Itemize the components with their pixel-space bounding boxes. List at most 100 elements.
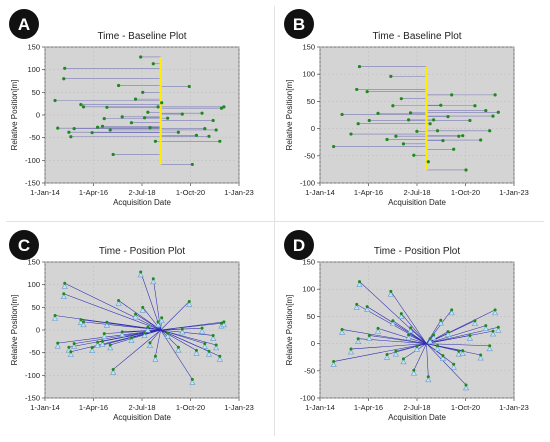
acquisition-point [332, 360, 336, 364]
y-tick-label: -100 [25, 371, 40, 380]
acquisition-point [488, 344, 492, 348]
position-triangle-marker [61, 283, 68, 289]
panel-badge [9, 9, 39, 39]
position-triangle-marker [491, 309, 499, 316]
acquisition-point [53, 313, 57, 317]
position-triangle-marker [374, 328, 382, 334]
acquisition-point [488, 129, 492, 133]
acquisition-point [391, 104, 395, 108]
acquisition-point [139, 270, 143, 274]
y-tick-label: 150 [27, 258, 40, 267]
acquisition-point [426, 375, 430, 379]
acquisition-point [133, 97, 138, 101]
acquisition-point [139, 55, 143, 59]
acquisition-point [200, 111, 204, 115]
position-triangle-marker [220, 321, 228, 328]
chart-title: Time - Baseline Plot [372, 31, 461, 42]
acquisition-point [496, 110, 500, 114]
position-triangle-marker [89, 347, 96, 353]
position-spoke [112, 329, 161, 370]
acquisition-point [340, 327, 344, 331]
acquisition-point [356, 122, 360, 126]
acquisition-point [72, 342, 76, 346]
position-spoke [367, 306, 427, 344]
y-tick-label: 0 [311, 124, 315, 133]
panel-letter: B [293, 15, 305, 34]
position-spoke [160, 329, 179, 348]
acquisition-point [446, 330, 450, 334]
acquisition-point [473, 319, 477, 323]
acquisition-point [148, 126, 152, 130]
acquisition-point [415, 129, 419, 133]
acquisition-point [117, 299, 121, 303]
position-spoke [377, 328, 427, 344]
x-tick-label: 1-Oct-20 [451, 403, 480, 412]
acquisition-point [412, 368, 416, 372]
acquisition-point [142, 116, 147, 120]
acquisition-point [81, 105, 86, 109]
x-tick-label: 1-Apr-16 [79, 403, 108, 412]
position-triangle-marker [383, 354, 391, 360]
acquisition-point [367, 118, 371, 123]
acquisition-point [62, 77, 66, 81]
acquisition-point [484, 324, 488, 328]
position-triangle-marker [462, 384, 470, 391]
acquisition-point [56, 341, 60, 345]
acquisition-point [385, 137, 389, 142]
position-spoke [408, 334, 427, 344]
position-triangle-marker [216, 356, 223, 362]
y-tick-label: -100 [300, 179, 315, 188]
acquisition-point [473, 104, 477, 108]
acquisition-point [203, 342, 207, 346]
position-triangle-marker [132, 314, 139, 320]
acquisition-point [464, 168, 468, 172]
acquisition-point [116, 83, 121, 88]
chart-panel-b: B Time - Baseline Plot 1-Jan-14 1-Apr-16 2-J… [284, 9, 529, 207]
acquisition-point [187, 299, 191, 303]
acquisition-point [493, 308, 497, 312]
acquisition-point [340, 112, 344, 117]
x-tick-label: 1-Oct-20 [176, 403, 205, 412]
position-triangle-marker [175, 347, 182, 353]
y-tick-label: -100 [25, 156, 40, 165]
acquisition-point [53, 98, 57, 103]
acquisition-point [349, 132, 353, 136]
y-tick-label: -50 [29, 348, 40, 357]
acquisition-point [190, 377, 194, 381]
acquisition-point [355, 302, 359, 306]
acquisition-point [376, 326, 380, 330]
position-spoke [106, 322, 161, 331]
position-triangle-marker [466, 335, 474, 341]
x-tick-label: 1-Jan-14 [305, 188, 335, 197]
y-tick-label: 100 [27, 280, 40, 289]
position-spoke [64, 283, 161, 331]
acquisition-point [401, 142, 406, 146]
position-spoke [155, 329, 161, 357]
position-triangle-marker [94, 342, 101, 348]
position-triangle-marker [450, 364, 457, 370]
x-tick-label: 1-Jan-23 [224, 403, 254, 412]
position-spoke [426, 343, 490, 347]
position-triangle-marker [347, 348, 355, 355]
acquisition-point [406, 118, 411, 122]
acquisition-point [194, 348, 198, 352]
acquisition-point [141, 305, 145, 309]
acquisition-point [187, 84, 191, 89]
position-triangle-marker [444, 331, 452, 337]
position-triangle-marker [330, 361, 337, 367]
acquisition-point [95, 125, 100, 129]
position-spoke [401, 313, 427, 344]
acquisition-point [156, 105, 160, 109]
acquisition-point [111, 367, 115, 371]
position-triangle-marker [407, 327, 414, 334]
acquisition-point [415, 344, 419, 348]
acquisition-point [120, 115, 124, 119]
position-triangle-marker [119, 331, 126, 338]
acquisition-point [120, 330, 124, 334]
position-spoke [333, 343, 427, 362]
position-triangle-marker [141, 332, 148, 339]
position-triangle-marker [489, 330, 497, 337]
acquisition-point [153, 139, 158, 143]
position-triangle-marker [439, 355, 447, 361]
